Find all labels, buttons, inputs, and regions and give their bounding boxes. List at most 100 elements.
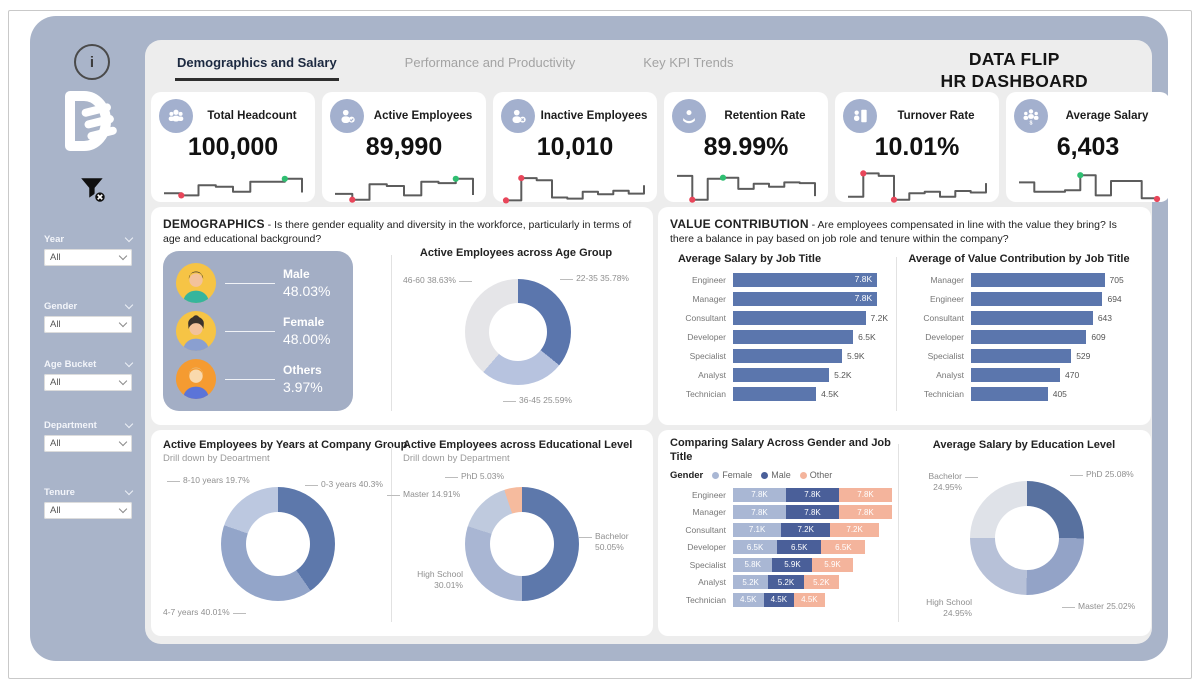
tab-performance-and-productivity[interactable]: Performance and Productivity bbox=[404, 55, 576, 70]
users-icon bbox=[159, 99, 193, 133]
age-group-donut[interactable] bbox=[465, 279, 571, 385]
filter-group-department: Department All bbox=[44, 419, 134, 452]
stacked-bar-row[interactable]: Developer 6.5K 6.5K 6.5K bbox=[670, 540, 892, 554]
stacked-bar-row[interactable]: Technician 4.5K 4.5K 4.5K bbox=[670, 592, 892, 607]
bar-row[interactable]: Specialist 529 bbox=[908, 349, 1130, 363]
kpi-value: 6,403 bbox=[1056, 133, 1120, 161]
info-icon[interactable]: i bbox=[74, 44, 110, 80]
bar[interactable] bbox=[733, 349, 843, 363]
legend-label: Other bbox=[809, 470, 833, 480]
bar-row[interactable]: Technician 4.5K bbox=[670, 387, 888, 401]
bar-row[interactable]: Manager 705 bbox=[908, 273, 1130, 287]
bar-segment-other[interactable]: 7.8K bbox=[839, 487, 892, 502]
bar-segment-other[interactable]: 5.9K bbox=[812, 557, 853, 572]
bar-segment-female[interactable]: 7.1K bbox=[733, 522, 782, 537]
bar-segment-female[interactable]: 4.5K bbox=[733, 592, 764, 607]
legend-item-female[interactable]: Female bbox=[712, 470, 752, 480]
bar-segment-other[interactable]: 5.2K bbox=[803, 575, 839, 589]
bar-row[interactable]: Specialist 5.9K bbox=[670, 349, 888, 363]
bar-row[interactable]: Consultant 7.2K bbox=[670, 311, 888, 325]
bar-segment-other[interactable]: 4.5K bbox=[794, 592, 825, 607]
donut-callout: Master 25.02% bbox=[1061, 601, 1136, 611]
bar[interactable] bbox=[971, 368, 1061, 382]
chevron-down-icon bbox=[124, 419, 134, 429]
bar[interactable] bbox=[971, 273, 1105, 287]
stacked-bar-row[interactable]: Specialist 5.8K 5.9K 5.9K bbox=[670, 557, 892, 572]
bar[interactable] bbox=[733, 368, 830, 382]
filter-header-age-bucket[interactable]: Age Bucket bbox=[44, 358, 134, 370]
bar-segment-female[interactable]: 6.5K bbox=[733, 540, 778, 554]
segment-value-label: 7.8K bbox=[751, 507, 768, 517]
filter-select-department[interactable]: All bbox=[44, 435, 132, 452]
bar-category-label: Manager bbox=[692, 507, 726, 517]
filter-select-age-bucket[interactable]: All bbox=[44, 374, 132, 391]
bar-row[interactable]: Analyst 5.2K bbox=[670, 368, 888, 382]
bar-row[interactable]: Developer 609 bbox=[908, 330, 1130, 344]
legend-label: Female bbox=[722, 470, 753, 480]
bar-segment-male[interactable]: 5.9K bbox=[772, 557, 813, 572]
bar[interactable] bbox=[733, 387, 817, 401]
bar[interactable]: 7.8K bbox=[733, 273, 878, 287]
kpi-card-turnover-rate: Turnover Rate 10.01% bbox=[835, 92, 999, 203]
legend-title: Gender bbox=[670, 469, 704, 481]
bar-segment-female[interactable]: 7.8K bbox=[733, 505, 786, 519]
page-title: DATA FLIP HR DASHBOARD bbox=[941, 40, 1089, 93]
stacked-bar-row[interactable]: Engineer 7.8K 7.8K 7.8K bbox=[670, 487, 892, 502]
bar[interactable] bbox=[971, 330, 1087, 344]
donut-callout: PhD 25.08% bbox=[1070, 469, 1134, 479]
bar-segment-other[interactable]: 6.5K bbox=[821, 540, 866, 554]
legend-dot bbox=[799, 471, 807, 479]
salary-education-donut[interactable] bbox=[970, 481, 1084, 595]
bar-segment-other[interactable]: 7.8K bbox=[839, 505, 892, 519]
bar-row[interactable]: Technician 405 bbox=[908, 387, 1130, 401]
bar-row[interactable]: Engineer 694 bbox=[908, 292, 1130, 306]
bar[interactable] bbox=[971, 387, 1048, 401]
bar[interactable] bbox=[733, 330, 854, 344]
bar-value-label: 5.9K bbox=[847, 350, 865, 361]
bar-segment-female[interactable]: 7.8K bbox=[733, 487, 786, 502]
bar-segment-male[interactable]: 7.8K bbox=[786, 505, 839, 519]
stacked-bar-row[interactable]: Analyst 5.2K 5.2K 5.2K bbox=[670, 575, 892, 589]
filter-header-department[interactable]: Department bbox=[44, 419, 134, 431]
bar-row[interactable]: Consultant 643 bbox=[908, 311, 1130, 325]
bar-row[interactable]: Developer 6.5K bbox=[670, 330, 888, 344]
filter-select-year[interactable]: All bbox=[44, 249, 132, 266]
filter-header-tenure[interactable]: Tenure bbox=[44, 486, 134, 498]
tab-demographics-and-salary[interactable]: Demographics and Salary bbox=[175, 40, 339, 81]
filter-select-gender[interactable]: All bbox=[44, 316, 132, 333]
bar-segment-male[interactable]: 7.2K bbox=[781, 522, 831, 537]
filter-select-tenure[interactable]: All bbox=[44, 502, 132, 519]
filter-header-gender[interactable]: Gender bbox=[44, 300, 134, 312]
bar-segment-male[interactable]: 7.8K bbox=[786, 487, 839, 502]
filter-header-year[interactable]: Year bbox=[44, 233, 134, 245]
legend-item-male[interactable]: Male bbox=[761, 470, 791, 480]
bar-segment-female[interactable]: 5.2K bbox=[733, 575, 769, 589]
education-donut[interactable] bbox=[465, 487, 579, 601]
bar-segment-male[interactable]: 6.5K bbox=[777, 540, 822, 554]
stacked-bar-row[interactable]: Manager 7.8K 7.8K 7.8K bbox=[670, 505, 892, 519]
bar-row[interactable]: Analyst 470 bbox=[908, 368, 1130, 382]
bar-row[interactable]: Engineer 7.8K bbox=[670, 273, 888, 287]
clear-filters-icon[interactable] bbox=[78, 174, 108, 209]
stacked-bar-row[interactable]: Consultant 7.1K 7.2K 7.2K bbox=[670, 522, 892, 537]
bar-category-label: Consultant bbox=[923, 312, 964, 323]
bar-segment-other[interactable]: 7.2K bbox=[830, 522, 880, 537]
bar-segment-male[interactable]: 5.2K bbox=[768, 575, 804, 589]
bar-row[interactable]: Manager 7.8K bbox=[670, 292, 888, 306]
bar[interactable] bbox=[971, 349, 1072, 363]
tab-key-kpi-trends[interactable]: Key KPI Trends bbox=[643, 55, 734, 70]
donut-hole bbox=[246, 512, 310, 576]
donut-hole bbox=[490, 512, 554, 576]
kpi-card-total-headcount: Total Headcount 100,000 bbox=[151, 92, 315, 202]
bar-segment-female[interactable]: 5.8K bbox=[733, 557, 773, 572]
years-donut[interactable] bbox=[221, 487, 335, 601]
gender-split-panel[interactable]: Male 48.03% bbox=[163, 251, 353, 411]
bar[interactable] bbox=[733, 311, 866, 325]
bar-value-label: 7.8K bbox=[854, 293, 873, 303]
bar[interactable] bbox=[971, 292, 1103, 306]
chevron-down-icon bbox=[124, 233, 134, 243]
bar[interactable]: 7.8K bbox=[733, 292, 878, 306]
bar[interactable] bbox=[971, 311, 1093, 325]
legend-item-other[interactable]: Other bbox=[799, 470, 833, 480]
bar-segment-male[interactable]: 4.5K bbox=[763, 592, 795, 607]
